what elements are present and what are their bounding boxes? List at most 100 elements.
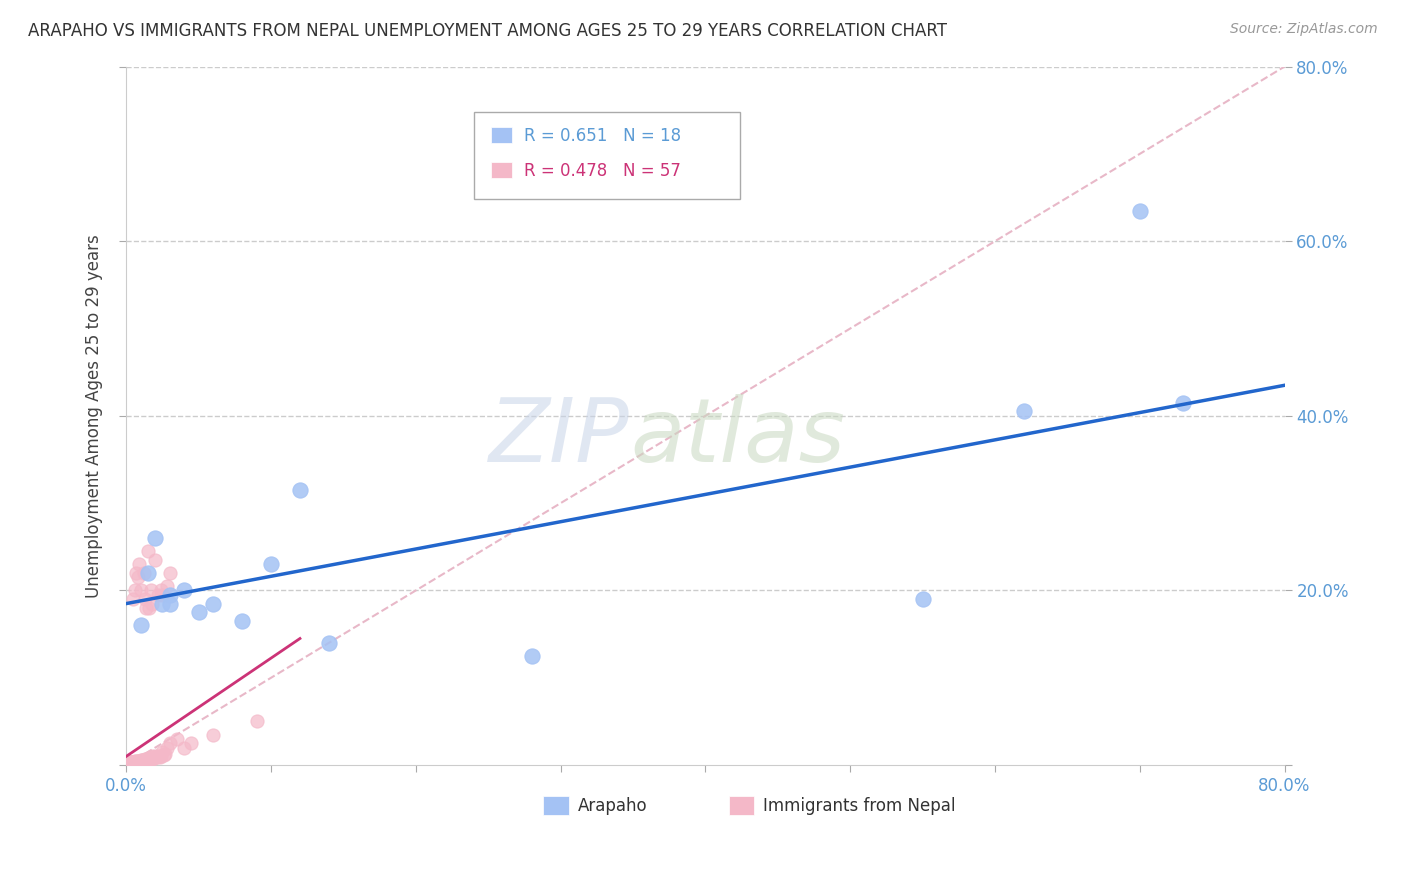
FancyBboxPatch shape [728,796,754,815]
Point [152,597,174,611]
Point [1012,404,1035,418]
Point [131,755,153,769]
Point [120,756,142,770]
Point [129,754,152,768]
Point [120,756,142,770]
Point [245,714,267,729]
Point [141,597,163,611]
Point [148,750,170,764]
Point [125,755,148,769]
Point [122,756,145,770]
Point [118,756,141,770]
Point [118,756,141,771]
Point [134,752,156,766]
Point [127,754,149,768]
Point [156,740,179,755]
Point [143,553,166,567]
Point [132,754,155,768]
Point [149,749,172,764]
Point [1173,396,1195,410]
Point [141,749,163,764]
Text: Immigrants from Nepal: Immigrants from Nepal [763,797,956,814]
Point [124,756,146,770]
Point [202,597,225,611]
Point [128,558,150,572]
Point [121,756,143,771]
Point [149,583,172,598]
Point [121,755,143,769]
Point [122,592,145,607]
Text: ZIP: ZIP [489,393,630,480]
Point [134,754,156,768]
Point [153,747,176,762]
Point [125,755,148,769]
FancyBboxPatch shape [491,127,512,144]
Point [124,754,146,768]
Point [146,588,169,602]
Point [134,592,156,607]
Point [127,755,149,769]
Point [139,751,162,765]
Point [145,750,167,764]
Point [136,752,159,766]
Point [128,754,150,768]
Point [142,751,165,765]
Point [520,648,543,663]
Point [231,614,253,628]
FancyBboxPatch shape [543,796,568,815]
Point [1129,203,1152,218]
Point [173,583,195,598]
Point [180,736,202,750]
Point [122,755,145,769]
Point [288,483,311,497]
Point [187,605,209,619]
Point [146,749,169,764]
Point [129,583,152,598]
Point [143,531,166,545]
Point [131,753,153,767]
Point [122,756,145,771]
Text: Arapaho: Arapaho [578,797,648,814]
Point [122,756,145,770]
Point [152,745,174,759]
Text: Source: ZipAtlas.com: Source: ZipAtlas.com [1230,22,1378,37]
Point [159,566,181,580]
Point [159,588,181,602]
Text: ARAPAHO VS IMMIGRANTS FROM NEPAL UNEMPLOYMENT AMONG AGES 25 TO 29 YEARS CORRELAT: ARAPAHO VS IMMIGRANTS FROM NEPAL UNEMPLO… [28,22,948,40]
Point [156,579,179,593]
Point [136,751,159,765]
Point [121,756,143,770]
Text: atlas: atlas [630,393,845,480]
Point [125,566,148,580]
Point [138,601,160,615]
Point [132,753,155,767]
Point [136,566,159,580]
Point [260,558,283,572]
Point [125,756,148,770]
Point [159,736,181,750]
Point [143,749,166,764]
Point [159,597,181,611]
Point [152,588,174,602]
Point [129,755,152,769]
Text: R = 0.651   N = 18: R = 0.651 N = 18 [523,128,681,145]
Point [124,755,146,769]
Point [155,747,177,761]
Text: R = 0.478   N = 57: R = 0.478 N = 57 [523,162,681,180]
Point [138,752,160,766]
Point [139,583,162,598]
Point [141,752,163,766]
Point [135,753,157,767]
Point [120,756,142,771]
Point [173,740,195,755]
Point [318,636,340,650]
Point [911,592,934,607]
Point [128,755,150,769]
Point [129,754,152,768]
FancyBboxPatch shape [491,162,512,178]
Point [125,754,148,768]
Point [124,583,146,598]
Point [166,731,188,746]
Point [132,566,155,580]
Point [127,756,149,770]
